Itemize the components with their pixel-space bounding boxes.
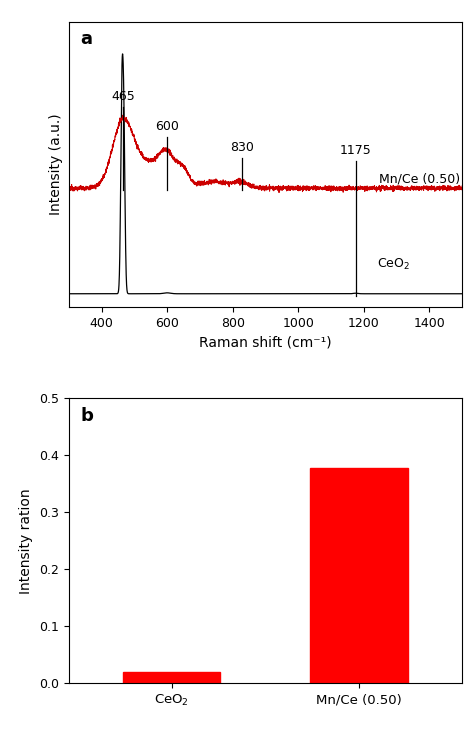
- Y-axis label: Intensity ration: Intensity ration: [19, 488, 34, 594]
- Text: a: a: [81, 31, 92, 48]
- Text: 830: 830: [230, 141, 255, 154]
- Text: CeO$_2$: CeO$_2$: [377, 257, 410, 272]
- Text: Mn/Ce (0.50): Mn/Ce (0.50): [379, 173, 460, 186]
- Y-axis label: Intensity (a.u.): Intensity (a.u.): [49, 114, 63, 216]
- Text: 600: 600: [155, 120, 179, 132]
- Text: 465: 465: [111, 90, 135, 103]
- Bar: [310, 468, 408, 683]
- Text: b: b: [81, 407, 93, 425]
- Text: 1175: 1175: [340, 143, 372, 156]
- Bar: [123, 672, 220, 683]
- X-axis label: Raman shift (cm⁻¹): Raman shift (cm⁻¹): [199, 336, 332, 349]
